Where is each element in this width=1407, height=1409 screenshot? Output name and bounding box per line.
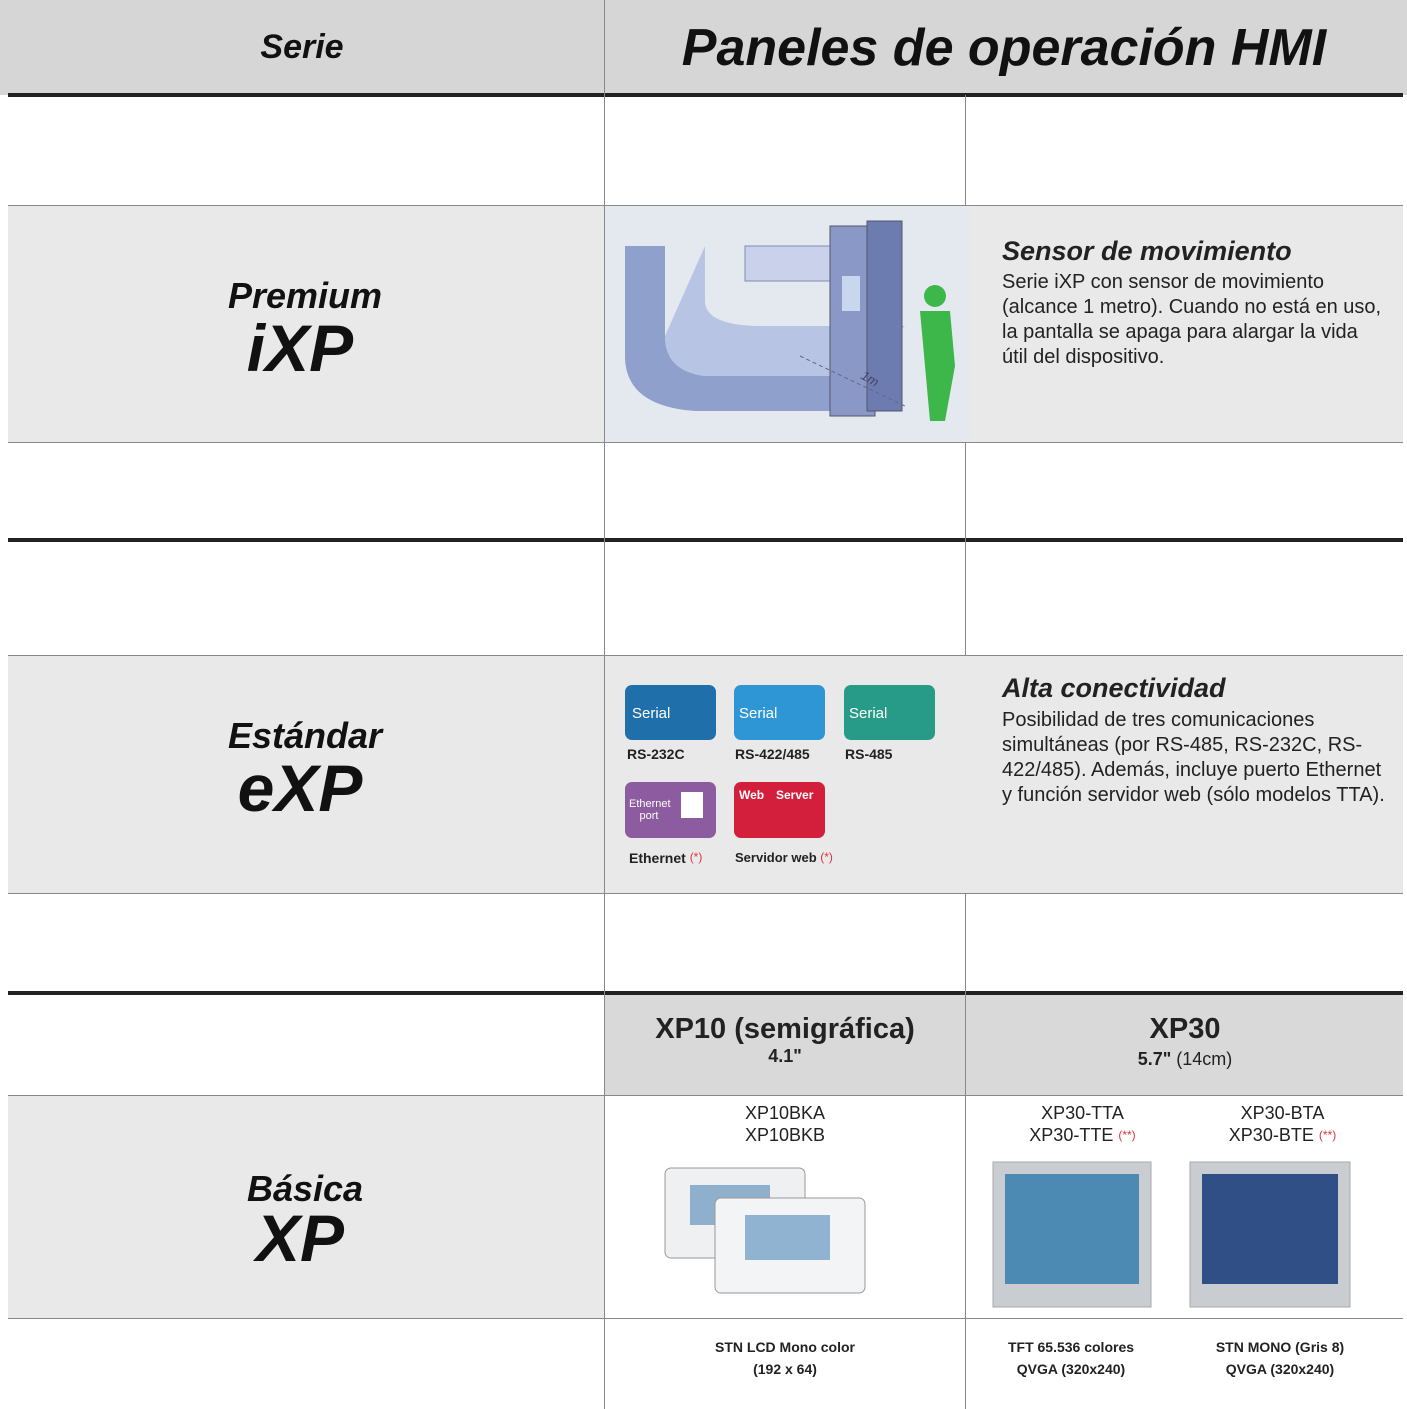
variant: XP30-BTA (1240, 1103, 1325, 1123)
device-images (664, 1161, 1351, 1308)
feature-text: Serie iXP con sensor de movimiento (alca… (1002, 271, 1382, 368)
variant-name: XP30-BTE (1228, 1125, 1314, 1145)
icon-label: Server (776, 788, 814, 802)
variant-list: XP30-BTA XP30-BTE (**) (1175, 1102, 1390, 1146)
series-name: eXP (237, 751, 363, 825)
col-line (604, 0, 605, 1409)
thick-line (8, 93, 1403, 97)
note: (**) (1318, 1128, 1337, 1142)
model-size: 4.1" (768, 1046, 802, 1066)
thick-line (8, 991, 1403, 995)
variant-list: XP10BKA XP10BKB (605, 1102, 965, 1146)
icon: Serial (734, 685, 825, 740)
series-name: XP (255, 1201, 345, 1275)
feature-text: Posibilidad de tres comunicaciones simul… (1002, 709, 1385, 806)
note: (*) (820, 850, 833, 864)
spec-line: QVGA (320x240) (1016, 1361, 1126, 1377)
icon-label: Web (739, 788, 765, 802)
variant: XP30-BTE (**) (1175, 1124, 1390, 1146)
tier: Premium (227, 275, 383, 316)
size: 5.7" (1137, 1049, 1172, 1069)
size-note: (14cm) (1176, 1049, 1233, 1069)
row-bg (8, 1095, 604, 1318)
header-bg (0, 0, 1407, 95)
icon: Web Server (734, 782, 825, 838)
icon: Ethernet port (625, 782, 716, 838)
row-line (8, 893, 1403, 894)
icon-caption: RS-485 (845, 746, 893, 762)
icon: Serial (625, 685, 716, 740)
conveyor-illustration: 1m (605, 206, 970, 442)
col-line (965, 442, 966, 655)
spec-line: (192 x 64) (753, 1361, 817, 1377)
model-name: XP10 (semigráfica) (655, 1013, 915, 1045)
row-bg (604, 995, 1403, 1095)
model-size: 5.7" (14cm) (966, 1049, 1404, 1070)
icon-caption: Ethernet (*) (629, 850, 702, 866)
icon-label: Ethernet port (629, 798, 671, 822)
tier: Estándar (227, 715, 383, 756)
icon-label: Serial (739, 705, 778, 722)
caption: Servidor web (735, 850, 817, 865)
tier: Básica (246, 1168, 364, 1209)
spec: STN LCD Mono color (192 x 64) (605, 1336, 965, 1380)
port-symbol (681, 792, 703, 818)
icon: Serial (844, 685, 935, 740)
icon-label: Serial (849, 705, 888, 722)
spec-line: STN MONO (Gris 8) (1215, 1339, 1345, 1355)
col-line (965, 95, 966, 205)
variant: XP30-TTE (**) (975, 1124, 1190, 1146)
spec-line: QVGA (320x240) (1225, 1361, 1335, 1377)
thick-line (8, 538, 1403, 542)
variant-list: XP30-TTA XP30-TTE (**) (975, 1102, 1190, 1146)
row-line (8, 655, 1403, 656)
note: (**) (1118, 1128, 1136, 1142)
spec-line: STN LCD Mono color (715, 1339, 855, 1355)
page-title: Paneles de operación HMI (681, 19, 1327, 77)
row-line (8, 205, 1403, 206)
feature-title: Alta conectividad (1002, 673, 1226, 703)
spec-line: TFT 65.536 colores (1007, 1339, 1135, 1355)
row-line (8, 442, 1403, 443)
note: (*) (689, 850, 703, 864)
icon-caption: Servidor web (*) (735, 850, 833, 865)
spec: TFT 65.536 colores QVGA (320x240) (966, 1336, 1176, 1380)
series-name: iXP (246, 311, 354, 385)
variant: XP10BKB (744, 1125, 826, 1145)
variant: XP30-TTA (1041, 1103, 1124, 1123)
feature-title: Sensor de movimiento (1002, 236, 1292, 266)
icon-caption: RS-232C (627, 746, 685, 762)
icon-label: Serial (632, 705, 671, 722)
icon-caption: RS-422/485 (735, 746, 810, 762)
series-header: Serie (260, 28, 344, 66)
spec: STN MONO (Gris 8) QVGA (320x240) (1170, 1336, 1390, 1380)
variant-name: XP30-TTE (1029, 1125, 1114, 1145)
row-line (8, 1095, 1403, 1096)
variant: XP10BKA (744, 1103, 826, 1123)
col-line (965, 893, 966, 1409)
model-name: XP30 (1149, 1013, 1221, 1045)
caption: Ethernet (629, 850, 686, 866)
row-line (8, 1318, 1403, 1319)
